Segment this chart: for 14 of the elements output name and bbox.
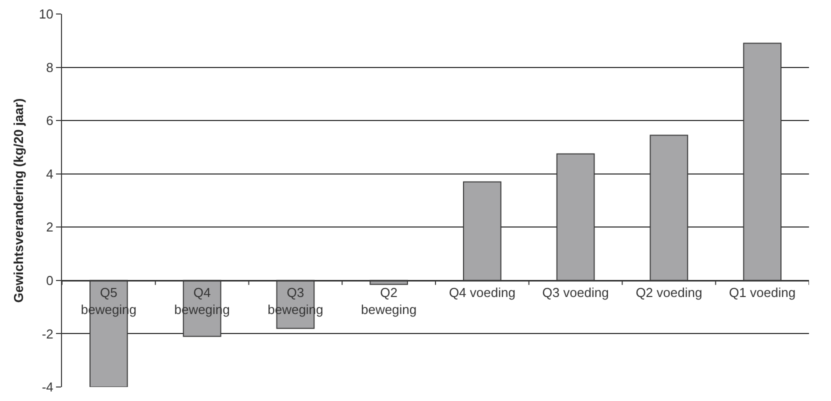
y-axis-title: Gewichtsverandering (kg/20 jaar): [10, 98, 26, 303]
y-tick-label: 10: [38, 6, 54, 22]
x-tick-label: Q2 voeding: [636, 285, 702, 300]
y-tick-label: 2: [46, 220, 54, 235]
x-tick-label: Q4 voeding: [448, 285, 516, 300]
y-tick-label: 4: [46, 166, 54, 182]
y-tick-label: 0: [46, 272, 54, 288]
y-tick-label: 8: [46, 60, 54, 75]
x-tick-label: Q3 voeding: [542, 285, 609, 300]
x-tick-label: Q2 beweging: [360, 285, 417, 317]
y-tick-label: -2: [42, 326, 54, 342]
x-tick-label: Q1 voeding: [729, 285, 796, 300]
y-tick-label: -4: [42, 380, 54, 395]
y-tick-label: 6: [46, 113, 54, 128]
